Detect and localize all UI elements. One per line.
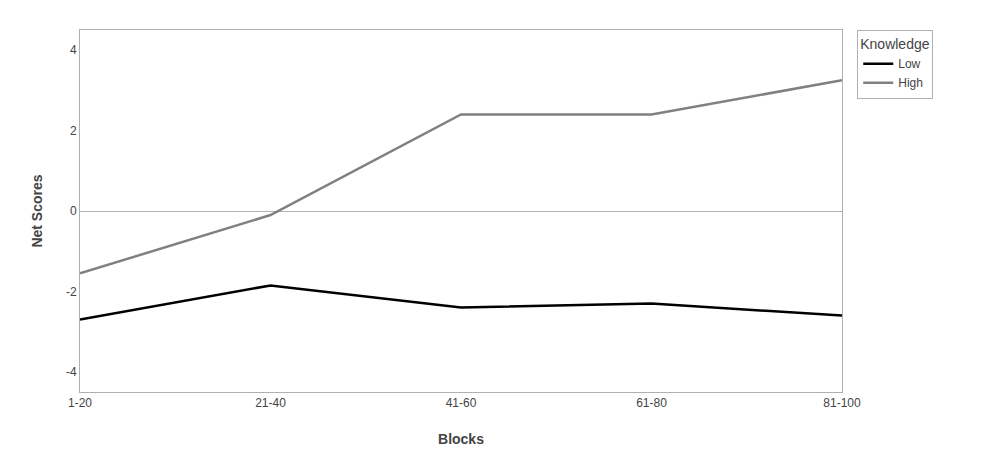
svg-text:41-60: 41-60 — [446, 396, 477, 410]
svg-text:81-100: 81-100 — [823, 396, 861, 410]
svg-text:2: 2 — [70, 124, 77, 138]
svg-text:Net Scores: Net Scores — [29, 174, 45, 247]
svg-text:Low: Low — [898, 57, 920, 71]
svg-text:Knowledge: Knowledge — [860, 36, 929, 52]
svg-text:0: 0 — [70, 204, 77, 218]
svg-text:21-40: 21-40 — [255, 396, 286, 410]
svg-text:4: 4 — [70, 43, 77, 57]
svg-text:1-20: 1-20 — [68, 396, 92, 410]
svg-text:Blocks: Blocks — [438, 431, 484, 447]
svg-text:-2: -2 — [66, 285, 77, 299]
svg-text:-4: -4 — [66, 365, 77, 379]
svg-text:61-80: 61-80 — [636, 396, 667, 410]
svg-text:High: High — [898, 76, 923, 90]
